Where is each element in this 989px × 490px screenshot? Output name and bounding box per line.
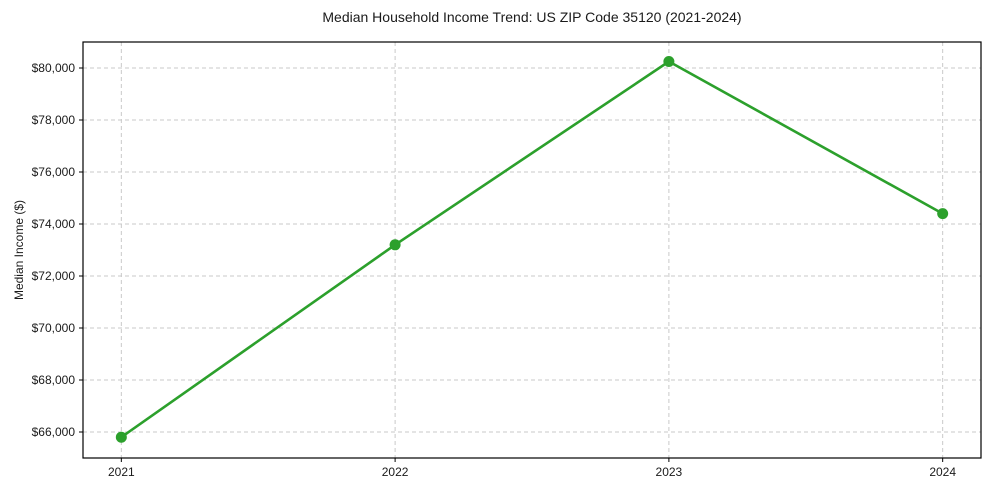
data-point-marker bbox=[389, 239, 401, 251]
plot-border bbox=[82, 41, 982, 459]
data-point-marker bbox=[663, 56, 675, 67]
x-tick-label: 2024 bbox=[929, 465, 956, 479]
data-point-marker bbox=[115, 431, 127, 443]
x-tick-label: 2021 bbox=[108, 465, 135, 479]
y-tick-label: $74,000 bbox=[32, 217, 76, 231]
y-tick-label: $70,000 bbox=[32, 321, 76, 335]
x-tick-label: 2023 bbox=[656, 465, 683, 479]
y-tick-label: $68,000 bbox=[32, 373, 76, 387]
chart-title: Median Household Income Trend: US ZIP Co… bbox=[322, 9, 742, 25]
y-tick-label: $66,000 bbox=[32, 425, 76, 439]
y-tick-label: $72,000 bbox=[32, 269, 76, 283]
y-tick-label: $78,000 bbox=[32, 113, 76, 127]
income-trend-line bbox=[120, 60, 944, 439]
y-tick-label: $80,000 bbox=[32, 61, 76, 75]
y-tick-label: $76,000 bbox=[32, 165, 76, 179]
data-point-marker bbox=[937, 208, 949, 220]
x-tick-label: 2022 bbox=[382, 465, 409, 479]
